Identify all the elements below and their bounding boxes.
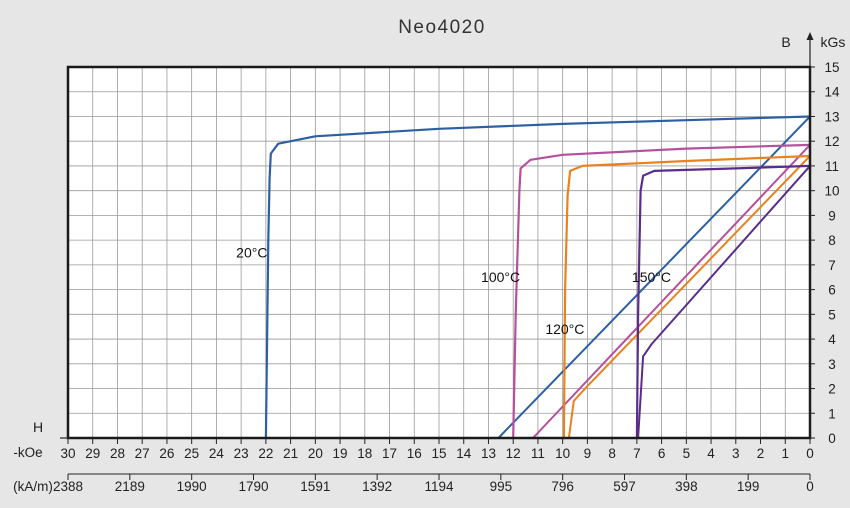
y-tick-label: 4	[828, 332, 836, 347]
x-tick-label-secondary: 597	[613, 479, 636, 494]
x-tick-label: 5	[683, 446, 691, 461]
series-demag-curve	[562, 154, 811, 439]
x-tick-label: 6	[658, 446, 666, 461]
grid	[67, 66, 811, 439]
y-axis-unit: kGs	[821, 34, 846, 50]
x-tick-label: 27	[135, 446, 150, 461]
series-demag-curve	[635, 164, 811, 439]
x-axis: 30 29 28 27 26 25 24 23 22 21 20 19 18 17 16 15 14 13 12 11…	[53, 437, 814, 494]
x-tick-label-secondary: 1591	[300, 479, 330, 494]
x-tick-label: 7	[633, 446, 641, 461]
x-tick-label-secondary: 995	[490, 479, 513, 494]
x-tick-label: 15	[431, 446, 446, 461]
y-tick-label: 1	[828, 406, 836, 421]
series-label: 150°C	[632, 269, 671, 285]
x-tick-label: 18	[357, 446, 372, 461]
y-tick-label: 13	[824, 109, 839, 124]
x-tick-label: 21	[283, 446, 298, 461]
x-tick-label: 10	[555, 446, 570, 461]
x-tick-label: 22	[258, 446, 273, 461]
x-tick-label: 0	[806, 446, 814, 461]
x-tick-label-secondary: 1990	[177, 479, 207, 494]
x-tick-label: 12	[506, 446, 521, 461]
series-load-line	[532, 144, 811, 439]
x-tick-label-secondary: 0	[806, 479, 814, 494]
x-axis-unit-primary: -kOe	[13, 445, 42, 460]
x-tick-label: 17	[382, 446, 397, 461]
series-label: 20°C	[236, 244, 267, 260]
x-tick-label: 23	[234, 446, 249, 461]
x-tick-label-secondary: 1790	[238, 479, 268, 494]
x-tick-label-secondary: 199	[737, 479, 760, 494]
y-tick-label: 0	[828, 431, 836, 446]
series-label: 100°C	[481, 269, 520, 285]
x-tick-label-secondary: 1392	[362, 479, 392, 494]
series-demag-curve	[512, 143, 811, 439]
x-axis-label: H	[33, 419, 43, 435]
y-tick-label: 14	[824, 85, 840, 100]
y-tick-label: 12	[824, 134, 839, 149]
x-tick-label-secondary: 2388	[53, 479, 83, 494]
x-tick-label: 29	[85, 446, 100, 461]
x-tick-label: 30	[60, 446, 75, 461]
x-tick-label: 1	[782, 446, 790, 461]
x-tick-label: 2	[757, 446, 765, 461]
series-lines	[264, 115, 811, 439]
x-tick-label-secondary: 1194	[424, 479, 454, 494]
y-axis-arrow	[806, 32, 814, 40]
x-tick-label: 3	[732, 446, 740, 461]
y-axis-label: B	[781, 34, 790, 50]
y-tick-label: 10	[824, 184, 839, 199]
x-tick-label: 9	[584, 446, 592, 461]
y-tick-label: 7	[828, 258, 836, 273]
x-tick-label: 14	[456, 446, 472, 461]
y-tick-label: 8	[828, 233, 836, 248]
series-label: 120°C	[545, 321, 584, 337]
x-tick-label: 26	[159, 446, 174, 461]
y-tick-label: 5	[828, 307, 836, 322]
x-tick-label: 25	[184, 446, 199, 461]
y-tick-label: 6	[828, 283, 836, 298]
series-labels: 20°C 100°C 120°C 150°C	[236, 244, 671, 337]
x-tick-label: 20	[308, 446, 323, 461]
y-tick-label: 15	[824, 60, 839, 75]
y-tick-label: 2	[828, 382, 836, 397]
series-load-line	[497, 115, 811, 439]
series-load-line	[567, 155, 811, 439]
y-tick-label: 9	[828, 208, 836, 223]
x-tick-label: 13	[481, 446, 496, 461]
x-tick-label: 16	[407, 446, 422, 461]
x-tick-label-secondary: 398	[675, 479, 698, 494]
x-tick-label: 4	[707, 446, 715, 461]
y-tick-label: 11	[825, 159, 839, 174]
x-axis-unit-secondary: (kA/m)	[13, 479, 53, 494]
x-tick-label-secondary: 2189	[115, 479, 145, 494]
x-tick-label-secondary: 796	[551, 479, 574, 494]
x-tick-label: 19	[333, 446, 348, 461]
series-demag-curve	[264, 115, 811, 439]
x-tick-label: 24	[209, 446, 225, 461]
chart-title: Neo4020	[398, 17, 486, 38]
x-tick-label: 8	[608, 446, 616, 461]
x-tick-label: 28	[110, 446, 125, 461]
x-tick-label: 11	[531, 446, 545, 461]
series-load-line	[637, 165, 811, 439]
y-tick-label: 3	[828, 357, 836, 372]
